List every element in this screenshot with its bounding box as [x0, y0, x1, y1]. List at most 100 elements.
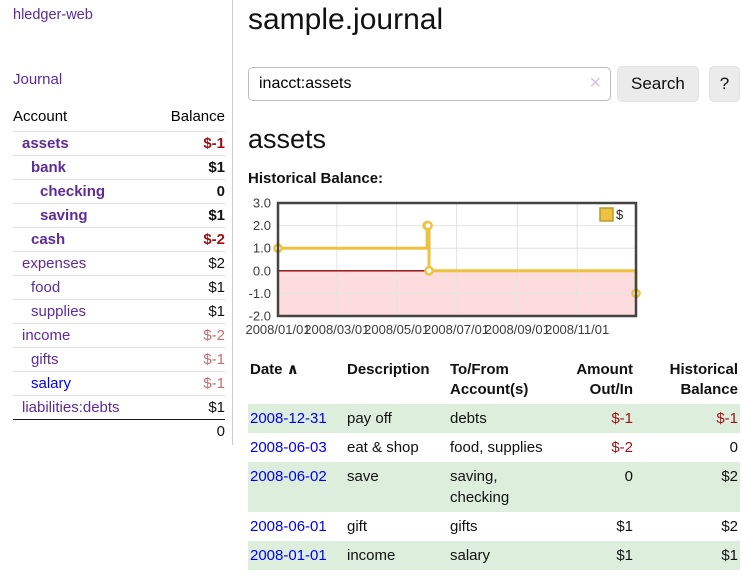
- account-link[interactable]: saving: [40, 207, 88, 224]
- register-table: Date ∧ Description To/From Account(s) Am…: [248, 357, 740, 570]
- accounts-total-row: 0: [13, 419, 225, 443]
- account-link[interactable]: liabilities:debts: [22, 399, 120, 416]
- transaction-amount: $-2: [611, 438, 633, 456]
- accounts-total-value: 0: [153, 419, 225, 443]
- transaction-date-link[interactable]: 2008-12-31: [250, 409, 327, 427]
- account-row: cash $-2: [13, 227, 225, 252]
- transaction-amount: $1: [616, 517, 633, 535]
- transaction-date-link[interactable]: 2008-01-01: [250, 546, 327, 564]
- x-tick-label: 2008/11/01: [545, 322, 609, 337]
- transaction-description: pay off: [345, 403, 448, 433]
- accounts-header-row: Account Balance: [13, 104, 225, 132]
- search-form: ✕ Search ?: [248, 66, 740, 102]
- account-row: food $1: [13, 275, 225, 300]
- account-row: salary $-1: [13, 371, 225, 396]
- register-col-balance: Historical Balance: [669, 361, 738, 399]
- account-row: checking 0: [13, 179, 225, 204]
- y-tick-label: 2.0: [253, 218, 271, 233]
- x-tick-label: 2008/09/01: [485, 322, 550, 337]
- register-header-row: Date ∧ Description To/From Account(s) Am…: [248, 357, 740, 404]
- transaction-amount: 0: [560, 461, 635, 512]
- register-col-amount: Amount Out/In: [576, 361, 633, 399]
- transaction-description: income: [345, 540, 448, 570]
- transaction-balance: $2: [721, 517, 738, 535]
- sort-asc-icon: ∧: [286, 361, 299, 378]
- x-tick-label: 2008/01/01: [245, 322, 310, 337]
- help-button[interactable]: ?: [708, 66, 740, 102]
- y-tick-label: -1.0: [249, 286, 271, 301]
- chart-label: Historical Balance:: [248, 170, 384, 187]
- transaction-row: 2008-01-01 income salary $1 $1: [248, 540, 740, 570]
- balance-chart-svg: $3.0 2.0 1.0 0.0 -1.0 -2.02008/01/012008/03/0…: [245, 196, 641, 337]
- account-link[interactable]: salary: [31, 375, 72, 392]
- account-balance: $1: [153, 299, 225, 324]
- transaction-date-link[interactable]: 2008-06-03: [250, 438, 327, 456]
- accounts-col-balance: Balance: [170, 108, 225, 125]
- accounts-col-account: Account: [13, 108, 68, 125]
- account-row: liabilities:debts $1: [13, 395, 225, 420]
- y-tick-label: 1.0: [253, 241, 271, 256]
- transaction-row: 2008-06-02 save saving, checking 0 $2: [248, 461, 740, 512]
- transaction-description: gift: [347, 517, 368, 535]
- account-balance: $1: [153, 155, 225, 180]
- clear-search-icon[interactable]: ✕: [588, 75, 602, 92]
- main-content: sample.journal ✕ Search ? assets Histori…: [233, 0, 742, 582]
- transaction-balance: $1: [635, 540, 740, 570]
- transaction-amount: $1: [560, 540, 635, 570]
- transaction-balance: 0: [729, 438, 738, 456]
- y-tick-label: -2.0: [249, 309, 271, 324]
- account-link[interactable]: cash: [31, 231, 66, 248]
- search-input[interactable]: [248, 67, 611, 101]
- account-row: supplies $1: [13, 299, 225, 324]
- transaction-accounts: gifts: [450, 517, 478, 535]
- account-row: expenses $2: [13, 251, 225, 276]
- transaction-row: 2008-06-03 eat & shop food, supplies $-2 0: [248, 433, 740, 462]
- account-row: saving $1: [13, 203, 225, 228]
- account-balance: $-1: [153, 347, 225, 372]
- account-link[interactable]: bank: [31, 159, 67, 176]
- nav-journal-link[interactable]: Journal: [13, 71, 63, 88]
- transaction-description: save: [345, 461, 448, 512]
- search-button[interactable]: Search: [617, 66, 699, 102]
- account-balance: $1: [153, 203, 225, 228]
- account-heading: assets: [248, 124, 327, 154]
- account-row: gifts $-1: [13, 347, 225, 372]
- account-link[interactable]: income: [22, 327, 71, 344]
- transaction-date-link[interactable]: 2008-06-01: [250, 517, 327, 535]
- transaction-date-link[interactable]: 2008-06-02: [250, 467, 327, 485]
- account-link[interactable]: gifts: [31, 351, 59, 368]
- transaction-accounts: debts: [448, 403, 560, 433]
- account-balance: 0: [153, 179, 225, 204]
- transaction-description: eat & shop: [347, 438, 419, 456]
- x-tick-label: 2008/03/01: [304, 322, 369, 337]
- account-link[interactable]: supplies: [31, 303, 87, 320]
- account-balance: $-2: [153, 227, 225, 252]
- transaction-accounts: salary: [448, 540, 560, 570]
- account-link[interactable]: assets: [22, 135, 69, 152]
- account-row: bank $1: [13, 155, 225, 180]
- transaction-balance: $-1: [635, 403, 740, 433]
- x-tick-label: 2008/07/01: [424, 322, 489, 337]
- app-brand-link[interactable]: hledger-web: [13, 7, 93, 23]
- register-col-date[interactable]: Date ∧: [250, 361, 299, 378]
- account-link[interactable]: checking: [40, 183, 106, 200]
- account-balance: $1: [153, 275, 225, 300]
- account-balance: $2: [153, 251, 225, 276]
- historical-balance-chart: $3.0 2.0 1.0 0.0 -1.0 -2.0 2008/01/01 2008/03/0…: [245, 196, 648, 338]
- account-balance: $-1: [153, 371, 225, 396]
- data-point-marker: [423, 220, 433, 231]
- transaction-balance: $2: [635, 461, 740, 512]
- transaction-row: 2008-12-31 pay off debts $-1 $-1: [248, 403, 740, 433]
- data-point-marker: [424, 266, 434, 276]
- account-balance: $1: [153, 395, 225, 420]
- account-balance: $-2: [153, 323, 225, 348]
- transaction-accounts: saving, checking: [448, 461, 560, 512]
- page-title: sample.journal: [248, 3, 444, 36]
- account-link[interactable]: expenses: [22, 255, 87, 272]
- transaction-amount: $-1: [560, 403, 635, 433]
- legend-swatch: [599, 207, 614, 222]
- sidebar: hledger-web Journal Account Balance asse…: [0, 0, 233, 445]
- account-link[interactable]: food: [31, 279, 61, 296]
- account-row: income $-2: [13, 323, 225, 348]
- transaction-row: 2008-06-01 gift gifts $1 $2: [248, 512, 740, 541]
